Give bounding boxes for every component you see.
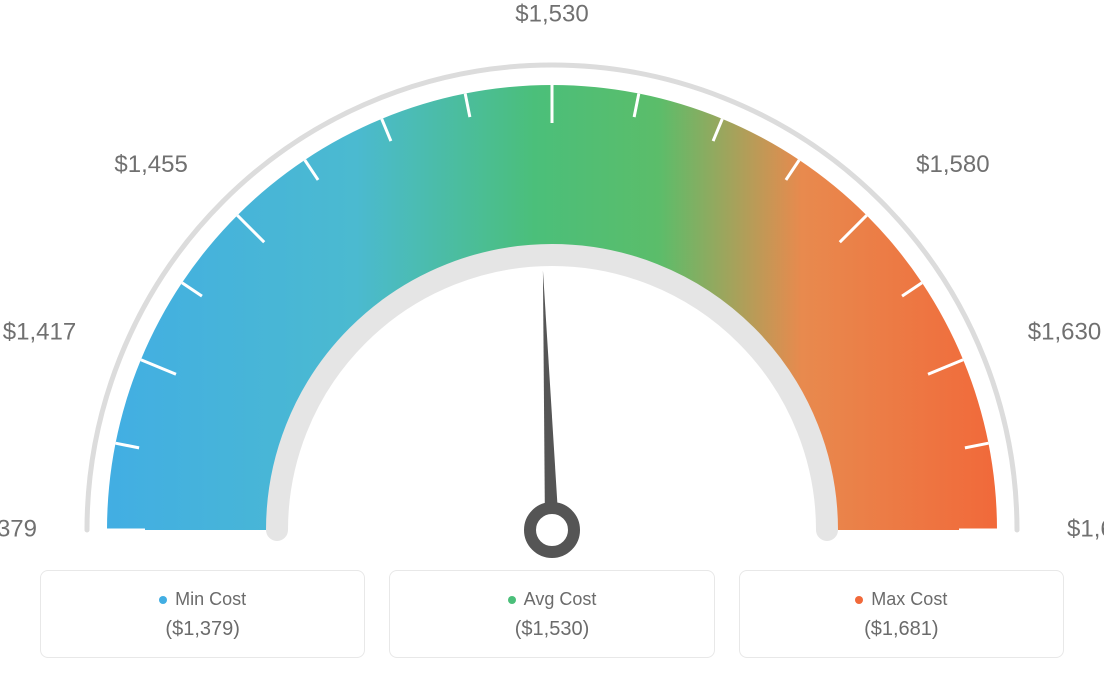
avg-cost-value: ($1,530) xyxy=(410,618,693,641)
gauge-svg: $1,379 $1,417 $1,455 $1,530 $1,580 $1,630 $1,6… xyxy=(0,0,1104,560)
summary-cards: Min Cost ($1,379) Avg Cost ($1,530) Max … xyxy=(0,570,1104,658)
svg-text:$1,580: $1,580 xyxy=(916,151,989,178)
svg-text:$1,630: $1,630 xyxy=(1028,318,1101,345)
bullet-icon xyxy=(159,596,167,604)
svg-text:$1,681: $1,681 xyxy=(1067,515,1104,542)
avg-cost-label: Avg Cost xyxy=(508,589,597,610)
max-cost-card: Max Cost ($1,681) xyxy=(739,570,1064,658)
svg-text:$1,455: $1,455 xyxy=(114,151,187,178)
max-cost-value: ($1,681) xyxy=(760,618,1043,641)
min-cost-label-text: Min Cost xyxy=(175,589,246,610)
min-cost-card: Min Cost ($1,379) xyxy=(40,570,365,658)
gauge-chart: $1,379 $1,417 $1,455 $1,530 $1,580 $1,630 $1,6… xyxy=(0,0,1104,560)
max-cost-label-text: Max Cost xyxy=(871,589,947,610)
min-cost-label: Min Cost xyxy=(159,589,246,610)
bullet-icon xyxy=(508,596,516,604)
svg-text:$1,530: $1,530 xyxy=(515,0,588,27)
avg-cost-card: Avg Cost ($1,530) xyxy=(389,570,714,658)
min-cost-value: ($1,379) xyxy=(61,618,344,641)
svg-text:$1,417: $1,417 xyxy=(3,318,76,345)
svg-text:$1,379: $1,379 xyxy=(0,515,37,542)
avg-cost-label-text: Avg Cost xyxy=(524,589,597,610)
bullet-icon xyxy=(855,596,863,604)
max-cost-label: Max Cost xyxy=(855,589,947,610)
